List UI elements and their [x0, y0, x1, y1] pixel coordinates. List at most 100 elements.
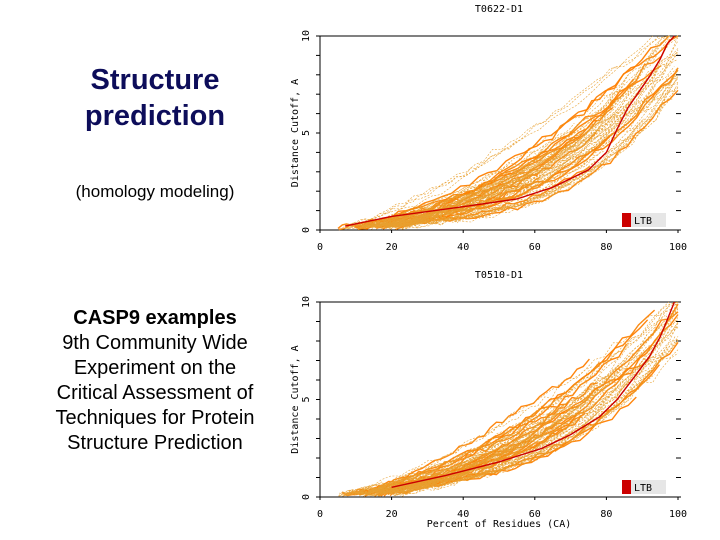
- model-curve: [366, 336, 676, 496]
- model-curve: [363, 35, 679, 229]
- model-curves: [338, 301, 679, 497]
- model-curve: [401, 118, 645, 230]
- model-curve: [350, 327, 679, 493]
- casp-line-5: Structure Prediction: [67, 432, 243, 454]
- x-axis-label: Percent of Residues (CA): [427, 519, 572, 530]
- model-curve: [385, 389, 608, 494]
- model-curve: [393, 118, 645, 227]
- slide-subtitle: (homology modeling): [75, 182, 235, 201]
- model-curve: [378, 308, 679, 494]
- y-tick-label: 0: [301, 227, 312, 233]
- chart-title: T0622-D1: [475, 4, 523, 15]
- model-curve: [347, 366, 593, 496]
- chart-title: T0510-D1: [475, 270, 523, 281]
- model-curve: [379, 322, 679, 494]
- slide-title-line-2: prediction: [84, 100, 226, 132]
- casp-line-1: 9th Community Wide: [62, 332, 248, 354]
- ltb-curve: [344, 35, 675, 227]
- model-curve: [380, 53, 679, 228]
- model-curve: [368, 437, 533, 496]
- model-curve: [355, 87, 679, 227]
- model-curve: [376, 75, 628, 230]
- model-curve: [356, 431, 555, 496]
- model-curves: [337, 35, 679, 231]
- model-curve: [401, 40, 679, 230]
- model-curve: [377, 346, 668, 496]
- model-curve: [392, 336, 679, 496]
- model-curve: [371, 169, 594, 228]
- model-curve: [353, 319, 649, 495]
- x-tick-label: 0: [317, 242, 323, 253]
- model-curve: [394, 407, 604, 497]
- model-curve: [342, 403, 575, 497]
- casp-line-3: Critical Assessment of: [56, 382, 254, 404]
- casp-line-2: Experiment on the: [73, 357, 237, 379]
- model-curve: [366, 389, 621, 494]
- legend-swatch: [622, 480, 631, 494]
- model-curve: [380, 301, 679, 495]
- model-curve: [341, 323, 679, 495]
- model-curve: [401, 314, 662, 497]
- model-curve: [373, 89, 679, 227]
- model-curve: [364, 128, 600, 228]
- model-curve: [363, 147, 550, 230]
- model-curve: [361, 383, 601, 493]
- model-curve: [397, 333, 648, 496]
- x-tick-label: 40: [457, 509, 469, 520]
- model-curve: [364, 165, 509, 229]
- ltb-curve: [391, 301, 676, 488]
- model-curve: [362, 76, 679, 228]
- model-curve: [387, 370, 619, 496]
- model-curve: [402, 82, 679, 229]
- model-curve: [352, 85, 656, 227]
- model-curve: [353, 51, 679, 227]
- model-curve: [338, 340, 679, 497]
- model-curve: [339, 133, 584, 230]
- y-tick-label: 10: [301, 296, 312, 308]
- x-tick-label: 40: [457, 242, 469, 253]
- model-curve: [380, 49, 679, 228]
- model-curve: [344, 303, 679, 496]
- model-curve: [386, 122, 575, 227]
- x-tick-label: 20: [386, 509, 398, 520]
- model-curve: [378, 173, 567, 228]
- casp-line-4: Techniques for Protein: [55, 407, 255, 429]
- model-curve: [357, 98, 617, 229]
- model-curve: [374, 190, 532, 229]
- model-curve: [341, 35, 679, 230]
- model-curve: [343, 35, 660, 226]
- model-curve: [389, 49, 658, 227]
- x-tick-label: 80: [600, 242, 612, 253]
- model-curve: [372, 35, 653, 228]
- model-curve: [355, 35, 670, 227]
- legend-label: LTB: [634, 216, 652, 227]
- x-tick-label: 100: [669, 242, 687, 253]
- model-curve: [347, 325, 679, 496]
- legend-box: [622, 480, 666, 494]
- y-tick-label: 0: [301, 494, 312, 500]
- model-curve: [342, 301, 669, 497]
- model-curve: [389, 175, 537, 227]
- model-curve: [362, 410, 525, 495]
- legend-swatch: [622, 213, 631, 227]
- x-tick-label: 60: [529, 242, 541, 253]
- x-tick-label: 80: [600, 509, 612, 520]
- model-curve: [354, 325, 679, 496]
- x-tick-label: 20: [386, 242, 398, 253]
- model-curve: [397, 35, 679, 228]
- model-curve: [396, 146, 554, 228]
- casp-heading: CASP9 examples: [73, 307, 237, 329]
- model-curve: [345, 140, 519, 226]
- model-curve: [364, 309, 656, 497]
- y-axis-label: Distance Cutoff, A: [290, 79, 301, 187]
- model-curve: [361, 73, 678, 227]
- model-curve: [390, 159, 595, 230]
- x-tick-label: 60: [529, 509, 541, 520]
- model-curve: [386, 145, 584, 229]
- model-curve: [349, 359, 647, 495]
- model-curve: [374, 76, 679, 228]
- y-tick-label: 10: [301, 30, 312, 42]
- legend-label: LTB: [634, 483, 652, 494]
